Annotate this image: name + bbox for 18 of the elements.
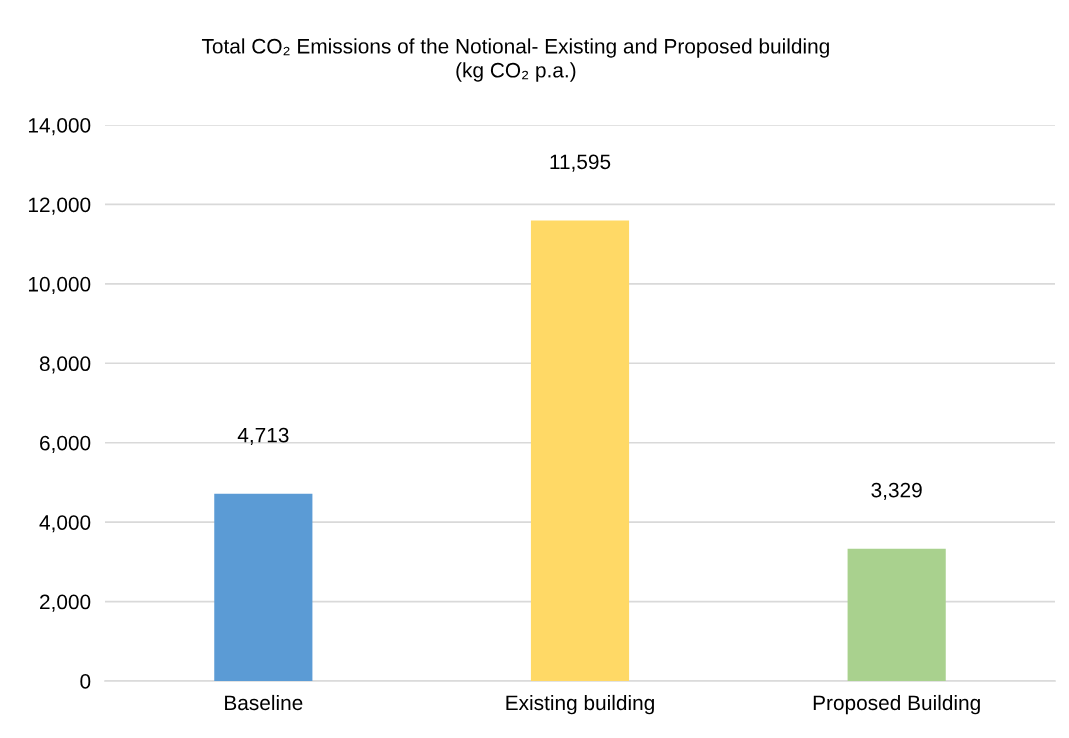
y-tick-label: 12,000 xyxy=(28,197,91,215)
y-tick-label: 0 xyxy=(80,674,91,689)
y-tick-label: 8,000 xyxy=(39,356,91,374)
bar xyxy=(847,548,946,681)
y-tick-label: 6,000 xyxy=(40,435,91,453)
y-tick-label: 10,000 xyxy=(28,276,91,295)
y-tick-label: 2,000 xyxy=(40,594,91,612)
x-tick-label: Existing building xyxy=(506,694,654,715)
bar xyxy=(530,220,630,681)
chart-title: Total CO₂ Emissions of the Notional- Existing and Proposed building (kg CO₂ p.a.) xyxy=(201,38,829,82)
y-tick-label: 4,000 xyxy=(39,515,91,533)
data-label: 11,595 xyxy=(550,154,611,172)
data-label: 3,329 xyxy=(871,482,922,500)
bar xyxy=(214,493,313,681)
y-tick-label: 14,000 xyxy=(28,118,91,136)
x-tick-label: Baseline xyxy=(225,694,303,711)
data-label: 4,713 xyxy=(237,427,289,445)
x-tick-label: Proposed Building xyxy=(813,694,980,715)
